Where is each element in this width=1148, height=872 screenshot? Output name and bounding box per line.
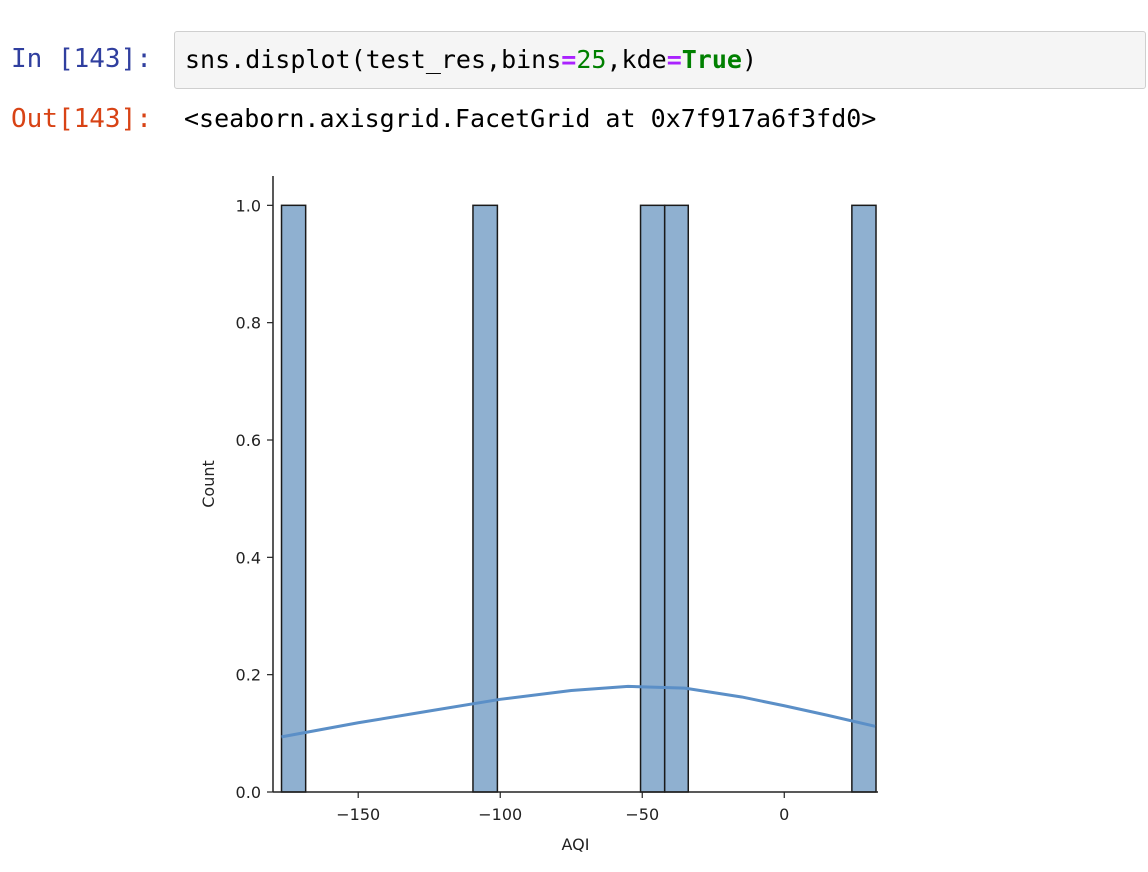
- input-prompt: In [143]:: [11, 44, 152, 74]
- x-tick-label: −50: [625, 805, 659, 824]
- code-token: True: [681, 45, 742, 74]
- code-line: sns.displot(test_res,bins=25,kde=True): [185, 45, 757, 75]
- kde-curve: [281, 684, 876, 739]
- code-token: =: [666, 45, 682, 74]
- histogram-bars: [280, 204, 877, 793]
- code-input-area[interactable]: sns.displot(test_res,bins=25,kde=True): [174, 31, 1146, 89]
- code-token: ): [741, 45, 758, 74]
- y-tick-label: 1.0: [236, 196, 261, 215]
- x-tick-label: 0: [779, 805, 789, 824]
- output-prompt: Out[143]:: [11, 104, 152, 134]
- y-axis-ticks: 0.0 0.2 0.4 0.6 0.8 1.0: [236, 196, 273, 802]
- x-axis-ticks: −150 −100 −50 0: [336, 792, 789, 824]
- code-token: sns.displot(test_res,bins: [185, 45, 562, 74]
- y-axis-label: Count: [199, 460, 218, 508]
- histogram-bar: [639, 204, 666, 793]
- y-tick-label: 0.0: [236, 783, 261, 802]
- histogram-bar: [851, 204, 877, 793]
- x-axis-label: AQI: [562, 835, 590, 854]
- x-tick-label: −150: [336, 805, 380, 824]
- histogram-bar: [663, 204, 690, 793]
- y-tick-label: 0.2: [236, 666, 261, 685]
- code-token: =: [561, 45, 577, 74]
- x-tick-label: −100: [478, 805, 522, 824]
- y-tick-label: 0.4: [236, 548, 261, 567]
- output-text: <seaborn.axisgrid.FacetGrid at 0x7f917a6…: [184, 104, 877, 133]
- histogram-bar: [472, 204, 499, 793]
- histogram-bar: [280, 204, 307, 793]
- y-tick-label: 0.8: [236, 314, 261, 333]
- y-tick-label: 0.6: [236, 431, 261, 450]
- code-token: ,kde: [606, 45, 667, 74]
- code-token: 25: [576, 45, 607, 74]
